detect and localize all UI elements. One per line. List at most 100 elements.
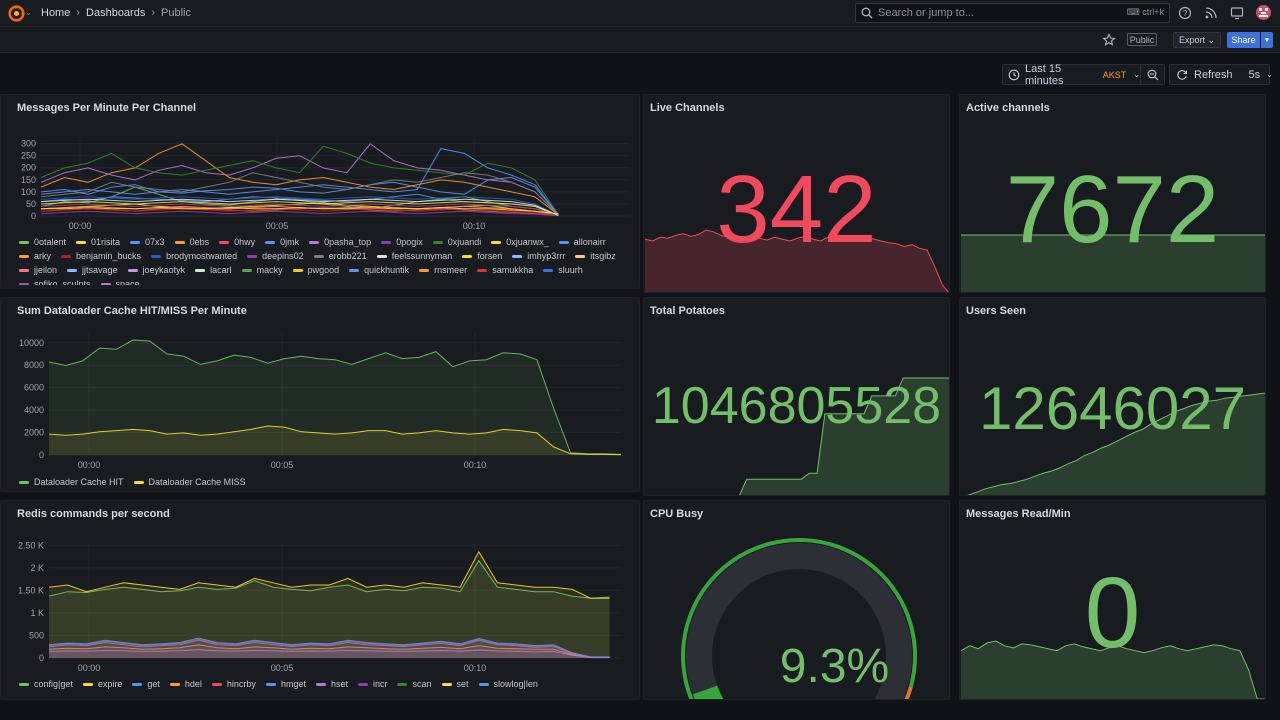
panel-title[interactable]: Users Seen — [966, 305, 1026, 317]
legend-item[interactable]: quickhuntik — [349, 265, 409, 275]
legend-item[interactable]: pwgood — [292, 265, 339, 275]
legend-label: slowlog|len — [493, 679, 538, 689]
legend-swatch — [211, 682, 222, 686]
legend-swatch — [357, 682, 368, 686]
legend-item[interactable]: lacarl — [195, 265, 232, 275]
time-range-picker[interactable]: Last 15 minutes AKST ⌄ — [1002, 63, 1165, 87]
legend-item[interactable]: jjtsavage — [67, 265, 118, 275]
legend-item[interactable]: 0jmk — [265, 237, 299, 247]
legend-item[interactable]: 0xjuanwx_ — [491, 237, 549, 247]
legend-item[interactable]: 07x3 — [130, 237, 165, 247]
legend-swatch — [419, 268, 430, 272]
refresh-interval[interactable]: 5s — [1248, 68, 1261, 81]
legend-item[interactable]: set — [441, 679, 469, 689]
legend-item[interactable]: Dataloader Cache HIT — [19, 477, 124, 487]
legend-item[interactable]: rnsmeer — [419, 265, 467, 275]
search-input[interactable]: Search or jump to... ⌨ ctrl+k — [855, 3, 1170, 23]
panel-users-seen: Users Seen 12646027 — [959, 297, 1266, 496]
legend-item[interactable]: 0ebs — [174, 237, 209, 247]
legend-item[interactable]: config|get — [19, 679, 73, 689]
panel-title[interactable]: Redis commands per second — [17, 508, 170, 520]
search-shortcut: ⌨ ctrl+k — [1126, 7, 1164, 17]
legend-item[interactable]: 0otalent — [19, 237, 66, 247]
legend-swatch — [174, 240, 185, 244]
legend-item[interactable]: samukkha — [477, 265, 533, 275]
legend-item[interactable]: space — [100, 279, 140, 285]
panel-title[interactable]: CPU Busy — [650, 508, 704, 520]
dashboard-toolbar: Public Export ⌄ Share ▼ — [0, 27, 1280, 53]
share-button[interactable]: Share — [1227, 32, 1260, 48]
legend-item[interactable]: 0xjuandi — [432, 237, 481, 247]
legend-item[interactable]: expire — [82, 679, 122, 689]
share-menu-chevron-icon[interactable]: ▼ — [1261, 32, 1273, 48]
legend-item[interactable]: itsgibz — [575, 251, 616, 261]
legend-swatch — [432, 240, 443, 244]
legend-item[interactable]: hmget — [265, 679, 306, 689]
legend-item[interactable]: hincrby — [211, 679, 256, 689]
monitor-icon[interactable] — [1230, 6, 1244, 20]
star-icon[interactable] — [1102, 33, 1116, 47]
sparkline-area — [739, 378, 949, 495]
legend-swatch — [133, 480, 144, 484]
legend-item[interactable]: get — [132, 679, 160, 689]
panel-title[interactable]: Sum Dataloader Cache HIT/MISS Per Minute — [17, 305, 247, 317]
refresh-button-label[interactable]: Refresh — [1194, 68, 1233, 81]
panel-title[interactable]: Active channels — [966, 102, 1050, 114]
panel-title[interactable]: Live Channels — [650, 102, 725, 114]
legend-label: hset — [330, 679, 348, 689]
redis-chart[interactable]: 0 500 1 K 1.50 K 2 K 2.50 K 00:00 00:05 00:10 — [1, 501, 640, 700]
panel-title[interactable]: Total Potatoes — [650, 305, 725, 317]
legend-item[interactable]: scan — [397, 679, 432, 689]
legend-item[interactable]: feelssunnyman — [376, 251, 452, 261]
panel-title[interactable]: Messages Read/Min — [966, 508, 1071, 520]
series-line — [40, 143, 559, 216]
legend-item[interactable]: sofiko_sculpts — [19, 279, 91, 285]
legend-item[interactable]: benjamin_bucks — [61, 251, 141, 261]
dataloader-chart[interactable]: 0 2000 4000 6000 8000 10000 00:00 00:05 00:10 — [1, 298, 640, 492]
legend-item[interactable]: sluurh — [543, 265, 583, 275]
panel-title[interactable]: Messages Per Minute Per Channel — [17, 102, 197, 114]
legend-item[interactable]: deepins02 — [247, 251, 304, 261]
legend-item[interactable]: hset — [315, 679, 348, 689]
legend-item[interactable]: 0pasha_top — [309, 237, 371, 247]
refresh-picker[interactable]: Refresh 5s ⌄ — [1169, 64, 1273, 85]
legend-item[interactable]: 01risita — [76, 237, 120, 247]
legend-item[interactable]: 0pogix — [381, 237, 423, 247]
legend-label: 0otalent — [34, 237, 67, 247]
legend-item[interactable]: brodymostwanted — [151, 251, 237, 261]
help-icon[interactable]: ? — [1178, 6, 1192, 20]
legend-item[interactable]: Dataloader Cache MISS — [133, 477, 246, 487]
grafana-logo-icon[interactable] — [8, 5, 25, 22]
legend-item[interactable]: macky — [241, 265, 283, 275]
legend-item[interactable]: forsen — [462, 251, 502, 261]
user-avatar[interactable] — [1256, 5, 1271, 20]
export-button[interactable]: Export ⌄ — [1173, 32, 1221, 48]
menu-chevron-icon[interactable]: ⌄ — [25, 8, 32, 17]
sparkline-line — [644, 229, 949, 292]
rss-icon[interactable] — [1204, 6, 1218, 20]
breadcrumb-dashboards[interactable]: Dashboards — [86, 7, 146, 19]
legend-item[interactable]: arky — [19, 251, 51, 261]
zoom-out-button[interactable] — [1140, 65, 1164, 84]
legend-item[interactable]: joeykaotyk — [127, 265, 185, 275]
time-range-button[interactable]: Last 15 minutes AKST ⌄ — [1003, 63, 1140, 87]
legend-item[interactable]: slowlog|len — [478, 679, 538, 689]
legend-item[interactable]: incr — [357, 679, 387, 689]
legend-swatch — [462, 254, 473, 258]
legend-item[interactable]: erobb221 — [313, 251, 367, 261]
legend-item[interactable]: imhyp3rrr — [512, 251, 565, 261]
legend-label: 0jmk — [280, 237, 300, 247]
messages-chart[interactable]: 0 50 100 150 200 250 300 00:00 00:05 00:10 — [1, 95, 640, 289]
legend-item[interactable]: allonairr — [558, 237, 606, 247]
legend-swatch — [67, 268, 78, 272]
legend-label: sofiko_sculpts — [34, 279, 91, 285]
legend-item[interactable]: 0hwy — [219, 237, 255, 247]
top-nav-bar: ⌄ Home › Dashboards › Public Search or j… — [0, 0, 1280, 27]
y-tick-label: 2 K — [30, 563, 44, 573]
sparkline — [961, 234, 1265, 292]
legend-item[interactable]: jjeilon — [19, 265, 57, 275]
legend-item[interactable]: hdel — [169, 679, 202, 689]
legend-swatch — [127, 268, 138, 272]
breadcrumb-home[interactable]: Home — [41, 7, 71, 19]
search-shortcut-label: ctrl+k — [1142, 7, 1164, 17]
